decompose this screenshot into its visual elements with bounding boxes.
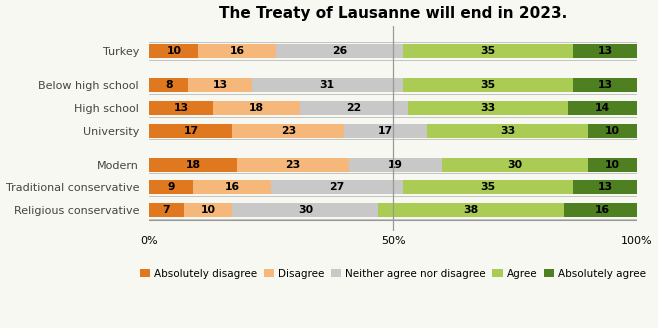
Text: 33: 33 bbox=[480, 103, 495, 113]
Bar bbox=[301, 101, 408, 115]
Text: 10: 10 bbox=[605, 126, 620, 135]
Text: 30: 30 bbox=[298, 205, 313, 215]
Text: 27: 27 bbox=[330, 182, 345, 192]
Bar bbox=[271, 180, 403, 194]
Bar bbox=[213, 101, 301, 115]
Bar bbox=[149, 101, 213, 115]
Text: 18: 18 bbox=[249, 103, 264, 113]
Bar bbox=[232, 203, 378, 217]
Bar bbox=[442, 157, 588, 172]
Text: 23: 23 bbox=[281, 126, 296, 135]
Bar bbox=[408, 101, 569, 115]
Bar bbox=[403, 78, 573, 92]
Bar bbox=[563, 203, 642, 217]
Text: 10: 10 bbox=[166, 46, 182, 56]
Bar bbox=[378, 203, 563, 217]
Text: 35: 35 bbox=[480, 80, 495, 90]
Bar bbox=[232, 124, 344, 138]
Text: 17: 17 bbox=[184, 126, 199, 135]
Bar bbox=[349, 157, 442, 172]
Text: 13: 13 bbox=[597, 182, 613, 192]
Legend: Absolutely disagree, Disagree, Neither agree nor disagree, Agree, Absolutely agr: Absolutely disagree, Disagree, Neither a… bbox=[136, 265, 651, 283]
Text: 38: 38 bbox=[463, 205, 478, 215]
Text: 22: 22 bbox=[347, 103, 362, 113]
Text: 13: 13 bbox=[597, 80, 613, 90]
Bar bbox=[573, 44, 637, 58]
Bar bbox=[588, 157, 637, 172]
Bar bbox=[403, 180, 573, 194]
Text: 30: 30 bbox=[507, 160, 522, 170]
Text: 31: 31 bbox=[320, 80, 335, 90]
Bar bbox=[276, 44, 403, 58]
Text: 26: 26 bbox=[332, 46, 347, 56]
Text: 16: 16 bbox=[595, 205, 610, 215]
Title: The Treaty of Lausanne will end in 2023.: The Treaty of Lausanne will end in 2023. bbox=[219, 6, 567, 21]
Text: 14: 14 bbox=[595, 103, 610, 113]
Bar bbox=[573, 180, 637, 194]
Text: 35: 35 bbox=[480, 46, 495, 56]
Bar bbox=[193, 180, 271, 194]
Bar bbox=[252, 78, 403, 92]
Text: 7: 7 bbox=[163, 205, 170, 215]
Text: 13: 13 bbox=[597, 46, 613, 56]
Text: 35: 35 bbox=[480, 182, 495, 192]
Text: 23: 23 bbox=[286, 160, 301, 170]
Bar bbox=[149, 203, 184, 217]
Text: 8: 8 bbox=[165, 80, 172, 90]
Bar bbox=[184, 203, 232, 217]
Bar bbox=[149, 157, 237, 172]
Bar bbox=[198, 44, 276, 58]
Bar bbox=[573, 78, 637, 92]
Bar bbox=[188, 78, 252, 92]
Bar bbox=[344, 124, 427, 138]
Text: 10: 10 bbox=[201, 205, 215, 215]
Text: 17: 17 bbox=[378, 126, 393, 135]
Text: 19: 19 bbox=[388, 160, 403, 170]
Bar bbox=[149, 180, 193, 194]
Bar bbox=[403, 44, 573, 58]
Bar bbox=[149, 44, 198, 58]
Bar bbox=[588, 124, 637, 138]
Text: 13: 13 bbox=[213, 80, 228, 90]
Text: 16: 16 bbox=[230, 46, 245, 56]
Text: 33: 33 bbox=[500, 126, 515, 135]
Text: 9: 9 bbox=[168, 182, 175, 192]
Text: 13: 13 bbox=[174, 103, 189, 113]
Bar bbox=[237, 157, 349, 172]
Bar bbox=[149, 124, 232, 138]
Text: 10: 10 bbox=[605, 160, 620, 170]
Bar bbox=[427, 124, 588, 138]
Text: 16: 16 bbox=[225, 182, 240, 192]
Bar bbox=[149, 78, 188, 92]
Bar bbox=[569, 101, 637, 115]
Text: 18: 18 bbox=[186, 160, 201, 170]
